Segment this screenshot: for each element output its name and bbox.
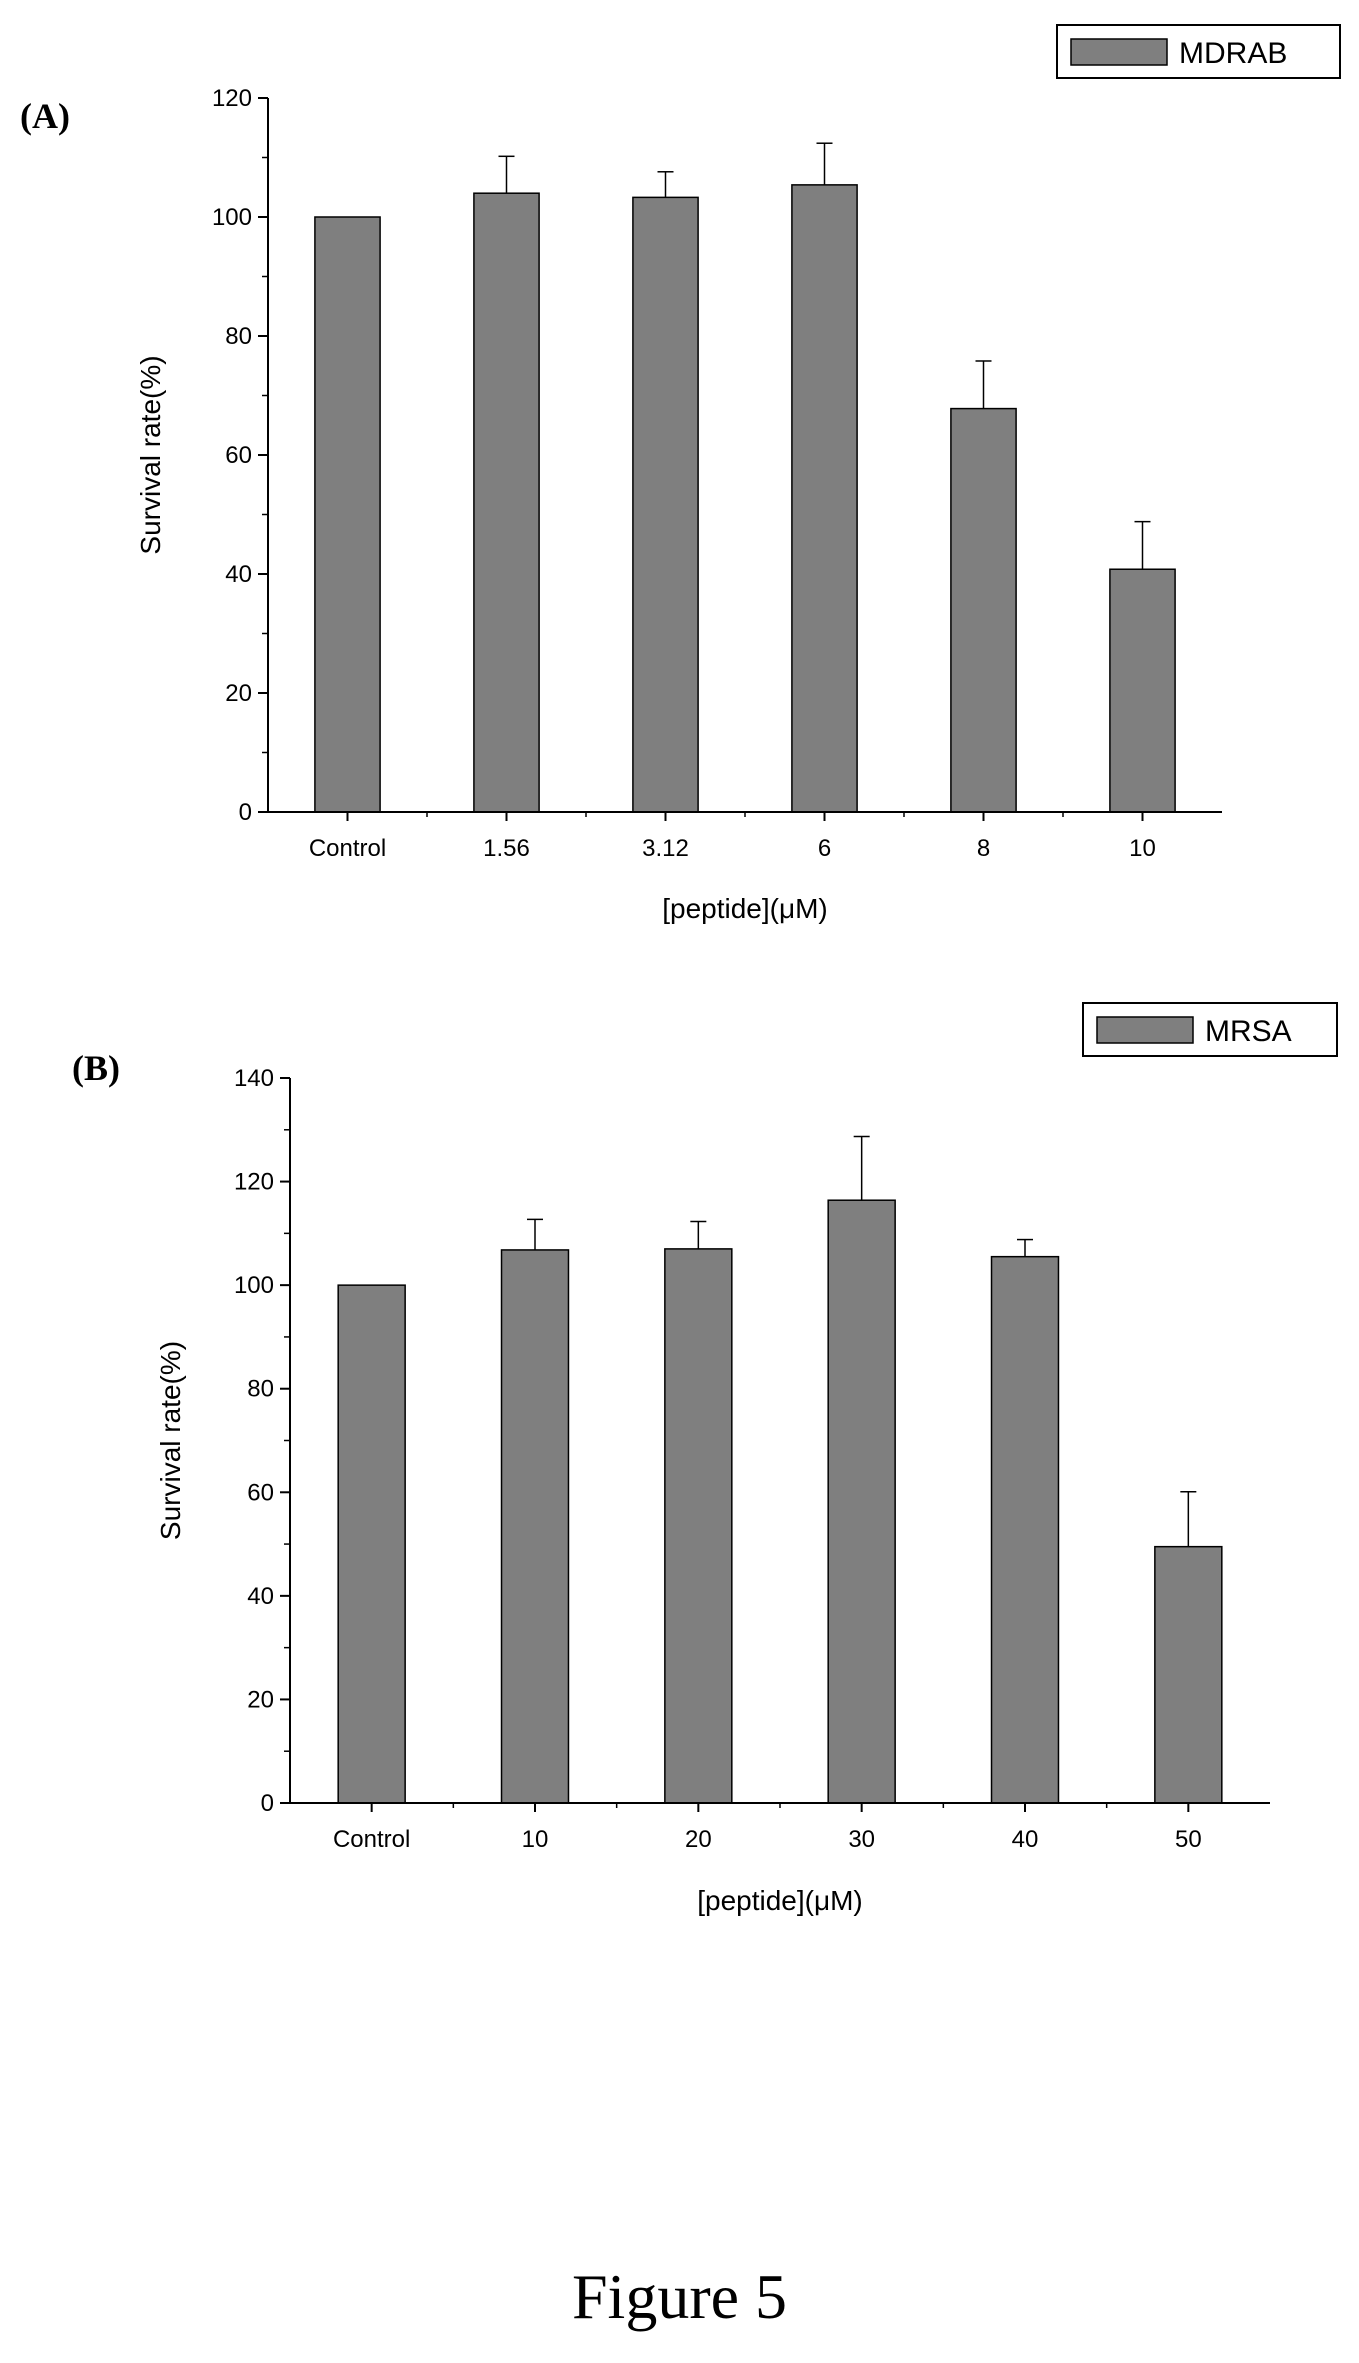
panel-label: (A) [20, 96, 70, 136]
bar-40 [990, 1255, 1060, 1804]
x-tick-label: 6 [818, 835, 831, 862]
x-tick-label: 50 [1175, 1826, 1202, 1853]
x-tick-label: 3.12 [642, 835, 689, 862]
x-tick-label: 8 [977, 835, 990, 862]
bar-1.56 [473, 192, 540, 813]
y-tick-label: 40 [247, 1583, 274, 1610]
y-tick-label: 140 [234, 1065, 274, 1092]
y-tick-label: 120 [234, 1169, 274, 1196]
bar-Control [314, 216, 381, 813]
bar-10 [500, 1249, 570, 1804]
y-tick-label: 20 [225, 680, 252, 707]
x-tick-label: 10 [1129, 835, 1156, 862]
bar-50 [1154, 1545, 1223, 1804]
y-tick-label: 0 [261, 1790, 274, 1817]
y-tick-label: 60 [247, 1479, 274, 1506]
bar-30 [827, 1199, 896, 1804]
bar-6 [791, 184, 858, 813]
x-tick-label: Control [333, 1826, 410, 1853]
x-tick-label: Control [309, 835, 386, 862]
y-axis-title: Survival rate(%) [155, 1341, 186, 1540]
bar-20 [664, 1248, 733, 1804]
legend-label: MRSA [1205, 1015, 1292, 1048]
x-tick-label: 30 [848, 1826, 875, 1853]
y-tick-label: 120 [212, 85, 252, 112]
y-tick-label: 0 [239, 799, 252, 826]
x-axis-title: [peptide](μM) [697, 1885, 863, 1916]
y-tick-label: 100 [212, 204, 252, 231]
legend-swatch [1096, 1016, 1194, 1044]
x-axis-title: [peptide](μM) [662, 893, 828, 924]
y-tick-label: 20 [247, 1686, 274, 1713]
legend-swatch [1070, 38, 1168, 66]
y-tick-label: 80 [225, 323, 252, 350]
bar-10 [1109, 568, 1176, 813]
x-tick-label: 10 [522, 1826, 549, 1853]
bar-3.12 [632, 196, 699, 813]
y-tick-label: 80 [247, 1376, 274, 1403]
figure-caption: Figure 5 [571, 2261, 788, 2332]
panel-label: (B) [72, 1048, 120, 1088]
bar-8 [950, 407, 1017, 813]
x-tick-label: 1.56 [483, 835, 530, 862]
chart-panel-b: (B) 0 20 40 60 80 100 120 140 Control 10 20 30 40 50 Su… [72, 1002, 1338, 1916]
legend-label: MDRAB [1179, 37, 1287, 70]
y-tick-label: 60 [225, 442, 252, 469]
bar-Control [337, 1284, 406, 1804]
y-tick-label: 40 [225, 561, 252, 588]
chart-panel-a: (A) 0 20 40 60 80 100 120 Control 1.56 3.12 6 8 10 Sur… [20, 24, 1341, 924]
y-tick-label: 100 [234, 1272, 274, 1299]
x-tick-label: 40 [1012, 1826, 1039, 1853]
x-tick-label: 20 [685, 1826, 712, 1853]
y-axis-title: Survival rate(%) [135, 355, 166, 554]
